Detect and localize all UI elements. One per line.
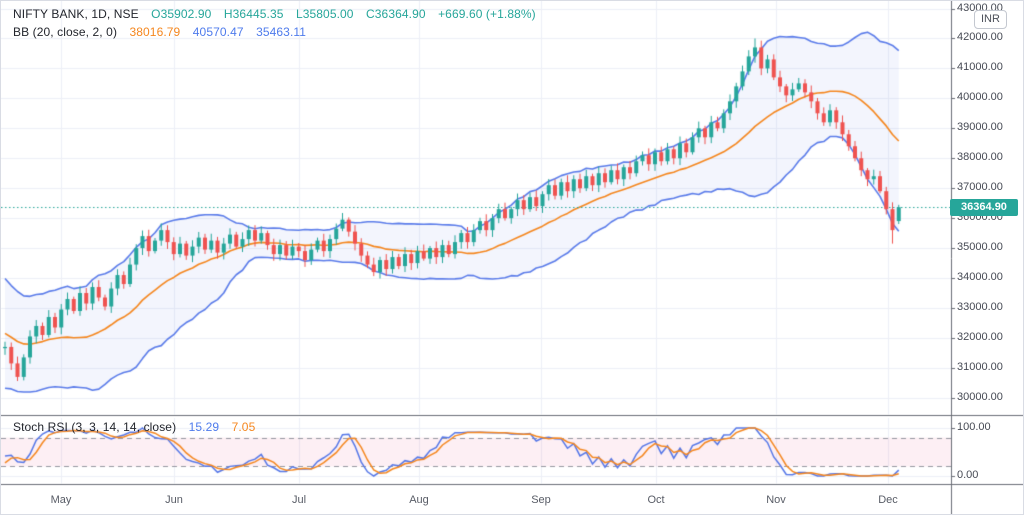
price-tick-label: 40000.00 <box>957 91 1003 104</box>
price-tick-label: 31000.00 <box>957 360 1003 373</box>
last-price-badge: 36364.90 <box>950 198 1018 216</box>
currency-button[interactable]: INR <box>974 10 1007 29</box>
price-tick-label: 35000.00 <box>957 241 1003 254</box>
bb-lower-value: 35463.11 <box>256 25 307 39</box>
symbol-legend: NIFTY BANK, 1D, NSE O35902.90 H36445.35 … <box>13 7 538 21</box>
ohlc-open: O35902.90 <box>151 7 212 21</box>
bb-upper-value: 40570.47 <box>192 25 244 39</box>
ohlc-low: L35805.00 <box>295 7 354 21</box>
indicator-tick-label: 100.00 <box>957 421 991 433</box>
price-tick-label: 37000.00 <box>957 181 1003 194</box>
indicator-tick-label: 0.00 <box>957 469 979 481</box>
price-tick-label: 39000.00 <box>957 121 1003 134</box>
ohlc-close: C36364.90 <box>366 7 426 21</box>
price-tick-label: 41000.00 <box>957 61 1003 74</box>
time-axis-label: Nov <box>766 494 786 506</box>
price-tick-label: 33000.00 <box>957 301 1003 313</box>
time-axis-label: Jun <box>165 494 183 506</box>
time-axis-label: Aug <box>409 494 429 506</box>
price-tick-label: 32000.00 <box>957 330 1003 343</box>
price-tick-label: 38000.00 <box>957 151 1003 164</box>
stoch-rsi-label: Stoch RSI (3, 3, 14, 14, close) <box>13 420 177 434</box>
time-axis-label: Oct <box>647 494 665 506</box>
time-axis-label: Dec <box>878 494 898 506</box>
time-axis-label: May <box>50 494 72 506</box>
stoch-rsi-legend: Stoch RSI (3, 3, 14, 14, close) 15.29 7.… <box>13 420 257 434</box>
change-value: +669.60 (+1.88%) <box>438 7 536 21</box>
time-axis-label: Sep <box>531 494 551 506</box>
stoch-d-value: 7.05 <box>231 420 256 434</box>
price-tick-label: 30000.00 <box>957 390 1003 403</box>
bb-legend: BB (20, close, 2, 0) 38016.79 40570.47 3… <box>13 25 308 39</box>
stoch-k-value: 15.29 <box>188 420 220 434</box>
bb-label: BB (20, close, 2, 0) <box>13 25 118 39</box>
price-tick-label: 34000.00 <box>957 271 1003 284</box>
price-tick-label: 42000.00 <box>957 31 1003 44</box>
ohlc-high: H36445.35 <box>223 7 284 21</box>
bb-basis-value: 38016.79 <box>129 25 181 39</box>
symbol-title: NIFTY BANK, 1D, NSE <box>13 7 139 21</box>
time-axis-label: Jul <box>291 494 307 506</box>
